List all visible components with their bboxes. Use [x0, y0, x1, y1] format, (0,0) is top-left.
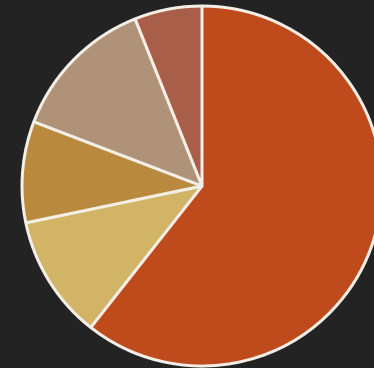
pie-slice-3 — [20, 120, 204, 225]
pie-slices — [20, 4, 374, 368]
pie-slice-1 — [89, 4, 374, 368]
pie-slice-4 — [32, 17, 204, 188]
pie-slice-2 — [24, 184, 204, 329]
pie-slice-5 — [133, 4, 204, 188]
